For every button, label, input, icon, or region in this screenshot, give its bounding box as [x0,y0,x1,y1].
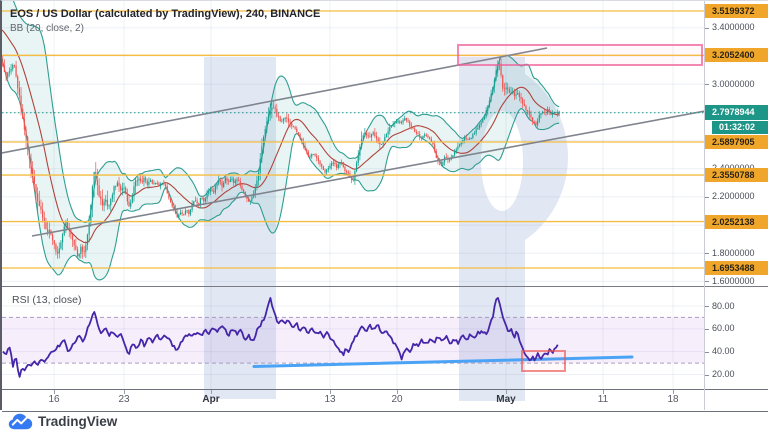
watermark-bar [204,57,276,399]
candle-bodies-down [2,62,559,257]
alert-level-label[interactable]: 3.5199372 [705,4,768,18]
candle-bodies-up [7,63,560,257]
price-axis-label: 1.8000000 [712,247,755,258]
rsi-alert-box[interactable] [521,350,566,372]
time-axis-label: May [496,394,516,405]
price-tick [705,281,709,283]
rsi-axis-label: 80.00 [712,300,735,311]
price-axis-label: 3.0000000 [712,78,755,89]
time-tick [54,390,55,394]
tradingview-logo[interactable]: TradingView [8,413,117,430]
time-axis-label: 20 [391,394,403,405]
alert-level-label[interactable]: 3.2052400 [705,48,768,63]
watermark-bowl-hole [481,111,523,211]
time-axis-label: 16 [48,394,60,405]
breakout-zone-box[interactable] [457,44,703,66]
price-axis-label: 2.2000000 [712,191,755,202]
rsi-line [2,297,559,378]
rsi-axis-label: 60.00 [712,323,735,334]
price-tick [705,374,709,376]
time-tick [603,390,604,394]
pane-separator[interactable] [2,286,768,287]
lower-channel-trendline[interactable] [31,109,704,237]
time-tick [673,390,674,394]
price-axis-label: 1.6000000 [712,275,755,286]
alert-level-label[interactable]: 1.6953488 [705,261,768,275]
price-tick [705,253,709,255]
rsi-axis-label: 40.00 [712,346,735,357]
tradingview-logo-text: TradingView [38,414,118,429]
price-axis[interactable]: 2.7978944 01:32:02 3.40000003.20000003.0… [704,1,768,410]
bar-countdown-label: 01:32:02 [711,120,768,136]
bb-lower-band [2,57,560,281]
alert-level-label[interactable]: 2.3550788 [705,168,768,183]
time-axis-label: 23 [118,394,130,405]
alert-level-label[interactable]: 2.0252138 [705,214,768,229]
time-tick [124,390,125,394]
tradingview-cloud-icon [8,413,33,430]
time-axis-label: 18 [667,394,679,405]
time-tick [330,390,331,394]
time-tick [397,390,398,394]
price-tick [705,306,709,307]
time-axis-label: 13 [324,394,336,405]
chart-frame: EOS / US Dollar (calculated by TradingVi… [0,0,768,412]
time-axis[interactable]: 16 23 Apr 13 20 May 11 18 [2,389,768,412]
bb-basis-line [2,29,560,244]
upper-channel-trendline[interactable] [2,47,548,154]
price-tick [705,27,709,29]
chart-canvas[interactable] [2,1,704,411]
rsi-pane[interactable] [2,297,704,378]
price-tick [705,351,709,353]
price-axis-label: 3.4000000 [712,22,755,33]
current-price-label[interactable]: 2.7978944 [705,105,768,121]
price-pane[interactable] [2,1,560,281]
time-tick [211,390,212,394]
bb-fill [2,1,560,280]
time-tick [506,390,507,394]
time-axis-label: Apr [202,394,220,405]
price-tick [705,328,709,330]
price-tick [705,196,709,198]
alert-level-label[interactable]: 2.5897905 [705,135,768,149]
rsi-axis-label: 20.00 [712,369,735,379]
price-tick [705,84,709,86]
time-axis-label: 11 [597,394,609,405]
price-pane-drawings[interactable] [2,10,704,269]
rsi-support-trendline[interactable] [252,355,634,368]
